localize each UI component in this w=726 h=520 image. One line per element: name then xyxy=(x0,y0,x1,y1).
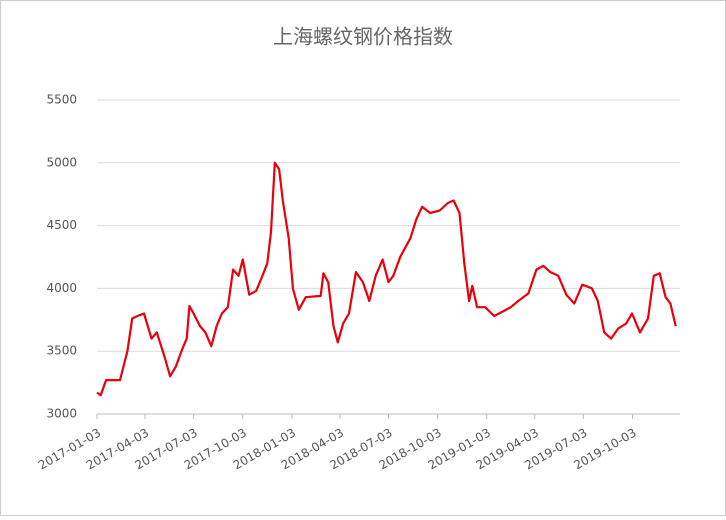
y-tick-label: 3500 xyxy=(46,344,77,358)
chart-title: 上海螺纹钢价格指数 xyxy=(273,25,453,49)
y-tick-label: 3000 xyxy=(46,407,77,421)
y-tick-label: 4000 xyxy=(46,281,77,295)
y-tick-label: 4500 xyxy=(46,218,77,232)
line xyxy=(96,161,677,397)
y-tick-label: 5500 xyxy=(46,93,77,107)
y-tick-label: 5000 xyxy=(46,155,77,169)
